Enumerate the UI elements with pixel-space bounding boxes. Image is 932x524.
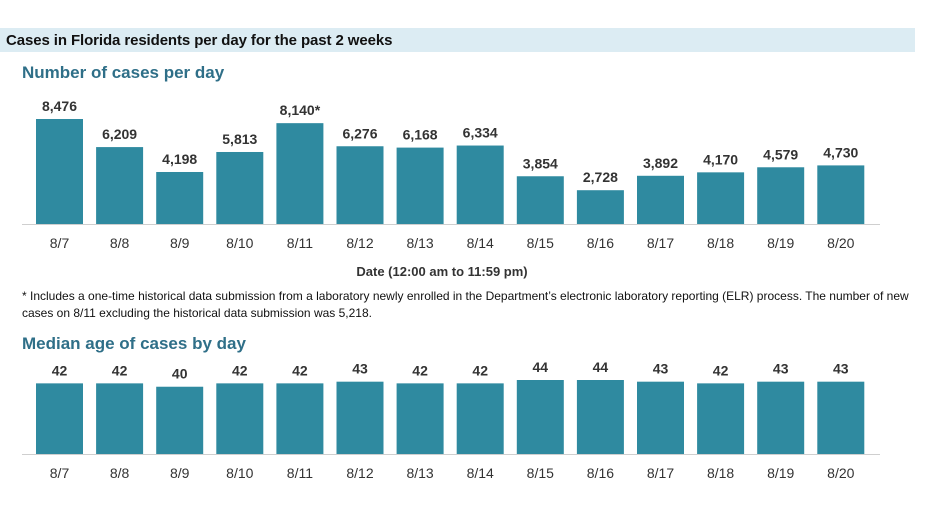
bar xyxy=(156,171,204,224)
data-label: 42 xyxy=(112,362,128,378)
data-label: 44 xyxy=(593,359,609,375)
cases-chart-title: Number of cases per day xyxy=(22,63,225,82)
data-label: 5,813 xyxy=(222,131,257,147)
x-tick-label: 8/7 xyxy=(50,235,70,251)
x-tick-label: 8/12 xyxy=(346,235,373,251)
data-label: 44 xyxy=(533,359,549,375)
data-label: 43 xyxy=(773,361,789,377)
bar xyxy=(36,383,83,454)
data-label: 6,276 xyxy=(342,125,377,141)
banner-title: Cases in Florida residents per day for t… xyxy=(6,32,393,49)
bar xyxy=(637,381,684,454)
x-tick-label: 8/11 xyxy=(287,235,313,251)
x-tick-label: 8/9 xyxy=(170,235,190,251)
x-tick-label: 8/9 xyxy=(170,465,190,481)
median-age-chart-title: Median age of cases by day xyxy=(22,334,246,353)
bar xyxy=(36,119,83,224)
bar xyxy=(817,165,865,224)
x-tick-label: 8/19 xyxy=(767,235,794,251)
bar xyxy=(336,381,384,454)
x-tick-label: 8/18 xyxy=(707,465,734,481)
x-tick-label: 8/16 xyxy=(587,465,614,481)
bar xyxy=(697,172,745,224)
bar xyxy=(216,151,264,224)
data-label: 4,730 xyxy=(823,144,858,160)
data-label: 42 xyxy=(52,362,68,378)
bar xyxy=(456,145,504,224)
bar xyxy=(96,147,144,224)
data-label: 3,854 xyxy=(523,155,558,171)
x-tick-label: 8/19 xyxy=(767,465,794,481)
data-label: 42 xyxy=(713,362,729,378)
data-label: 42 xyxy=(472,362,488,378)
bar xyxy=(96,383,144,454)
x-tick-label: 8/20 xyxy=(827,235,854,251)
x-tick-label: 8/7 xyxy=(50,465,70,481)
bar xyxy=(276,123,324,224)
x-tick-label: 8/8 xyxy=(110,235,130,251)
x-tick-label: 8/15 xyxy=(527,465,554,481)
data-label: 42 xyxy=(232,362,248,378)
x-tick-label: 8/11 xyxy=(287,465,313,481)
bar xyxy=(276,383,324,454)
median-age-chart: 42 8/7 42 8/8 40 8/9 42 8/10 42 8/11 43 8/12 42 8/13 4… xyxy=(22,359,880,481)
data-label: 8,476 xyxy=(42,98,77,114)
bar xyxy=(637,175,684,224)
data-label: 43 xyxy=(833,361,849,377)
data-label: 4,579 xyxy=(763,146,798,162)
bar xyxy=(697,383,745,454)
data-label: 8,140* xyxy=(280,102,321,118)
data-label: 6,168 xyxy=(403,127,438,143)
x-tick-label: 8/15 xyxy=(527,235,554,251)
bar xyxy=(757,381,805,454)
bar xyxy=(576,380,624,454)
x-tick-label: 8/10 xyxy=(226,465,253,481)
data-label: 4,170 xyxy=(703,151,738,167)
x-tick-label: 8/8 xyxy=(110,465,130,481)
data-label: 43 xyxy=(653,361,669,377)
bar xyxy=(396,383,444,454)
bar xyxy=(817,381,865,454)
x-tick-label: 8/14 xyxy=(467,235,494,251)
x-axis-label: Date (12:00 am to 11:59 pm) xyxy=(356,264,527,279)
bar xyxy=(396,147,444,224)
x-tick-label: 8/17 xyxy=(647,465,674,481)
footnote: * Includes a one-time historical data su… xyxy=(22,289,909,320)
x-tick-label: 8/18 xyxy=(707,235,734,251)
x-tick-label: 8/10 xyxy=(226,235,253,251)
bar xyxy=(456,383,504,454)
data-label: 6,209 xyxy=(102,126,137,142)
x-tick-label: 8/14 xyxy=(467,465,494,481)
data-label: 43 xyxy=(352,361,368,377)
x-tick-label: 8/12 xyxy=(346,465,373,481)
bar xyxy=(216,383,264,454)
bar xyxy=(156,386,204,454)
data-label: 6,334 xyxy=(463,125,498,141)
data-label: 42 xyxy=(412,362,428,378)
x-tick-label: 8/13 xyxy=(406,235,433,251)
data-label: 2,728 xyxy=(583,169,618,185)
bar xyxy=(516,380,564,454)
header-banner: Cases in Florida residents per day for t… xyxy=(0,28,915,52)
bar xyxy=(757,167,805,224)
bar xyxy=(516,176,564,224)
x-tick-label: 8/16 xyxy=(587,235,614,251)
x-tick-label: 8/17 xyxy=(647,235,674,251)
data-label: 42 xyxy=(292,362,308,378)
data-label: 40 xyxy=(172,366,188,382)
data-label: 4,198 xyxy=(162,151,197,167)
x-tick-label: 8/20 xyxy=(827,465,854,481)
bar xyxy=(576,190,624,224)
x-tick-label: 8/13 xyxy=(406,465,433,481)
bar xyxy=(336,146,384,224)
data-label: 3,892 xyxy=(643,155,678,171)
cases-per-day-chart: 8,476 8/7 6,209 8/8 4,198 8/9 5,813 8/10 8,140* 8… xyxy=(22,98,880,279)
